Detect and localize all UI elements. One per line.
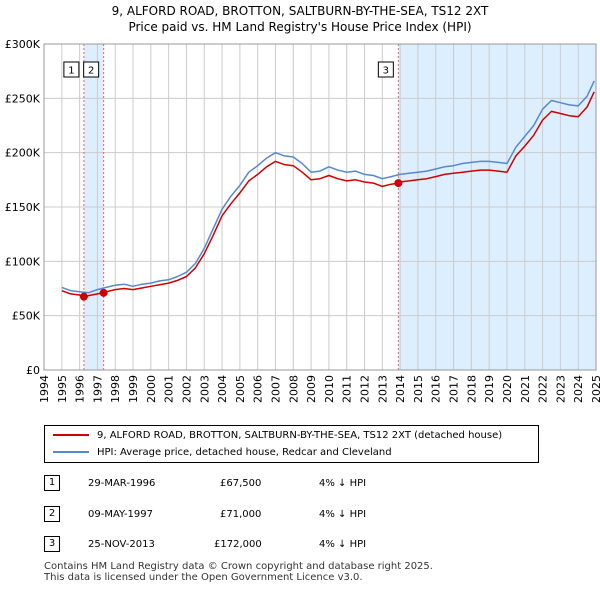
- x-tick-label: 2025: [590, 375, 600, 403]
- x-tick-label: 1994: [38, 375, 51, 403]
- x-tick-label: 1998: [109, 375, 122, 403]
- transaction-number: 1: [44, 475, 60, 491]
- x-tick-label: 2010: [323, 375, 336, 403]
- transaction-price: £67,500: [220, 478, 262, 489]
- x-tick-label: 1997: [91, 375, 104, 403]
- legend-label-price: 9, ALFORD ROAD, BROTTON, SALTBURN-BY-THE…: [97, 430, 503, 441]
- sale-label-box: [377, 61, 394, 78]
- transaction-hpi: 4% ↓ HPI: [319, 478, 367, 489]
- x-tick-label: 2022: [537, 375, 550, 403]
- sale-point: [79, 292, 88, 301]
- x-tick-label: 2007: [269, 375, 282, 403]
- x-tick-label: 1995: [56, 375, 69, 403]
- footer-copyright: Contains HM Land Registry data © Crown c…: [44, 561, 433, 572]
- y-tick-label: £50K: [12, 310, 41, 323]
- legend-label-hpi: HPI: Average price, detached house, Redc…: [97, 447, 392, 458]
- legend-swatch-hpi: [53, 451, 89, 453]
- transaction-date: 29-MAR-1996: [88, 478, 156, 489]
- sale-label-box: [63, 61, 80, 78]
- transaction-number: 2: [44, 506, 60, 522]
- price-paid-line: [61, 91, 595, 298]
- transaction-date: 09-MAY-1997: [88, 509, 154, 520]
- plot-frame: [43, 43, 597, 371]
- chart-title-address: 9, ALFORD ROAD, BROTTON, SALTBURN-BY-THE…: [111, 4, 489, 18]
- x-tick-label: 2015: [412, 375, 425, 403]
- x-tick-label: 2012: [359, 375, 372, 403]
- x-tick-label: 2000: [145, 375, 158, 403]
- price-chart: 1 2 3 £0 £50K £100K £150K £200K £250K £300K 1994 1…: [5, 38, 600, 403]
- transaction-price: £71,000: [220, 509, 262, 520]
- sale-label: 2: [88, 66, 94, 77]
- x-tick-label: 2009: [305, 375, 318, 403]
- footer: Contains HM Land Registry data © Crown c…: [44, 561, 433, 583]
- sale-label: 3: [383, 66, 389, 77]
- transaction-date: 25-NOV-2013: [88, 539, 155, 550]
- x-tick-label: 2006: [252, 375, 265, 403]
- sale-label-box: [83, 61, 100, 78]
- x-tick-label: 2001: [163, 375, 176, 403]
- hpi-line: [61, 80, 595, 294]
- x-tick-label: 2016: [430, 375, 443, 403]
- transaction-price: £172,000: [214, 539, 262, 550]
- chart-subtitle: Price paid vs. HM Land Registry's House …: [128, 20, 472, 34]
- x-tick-label: 2017: [448, 375, 461, 403]
- footer-licence: This data is licensed under the Open Gov…: [44, 572, 363, 583]
- x-tick-label: 2023: [554, 375, 567, 403]
- legend-swatch-price: [53, 434, 89, 436]
- x-tick-label: 2008: [287, 375, 300, 403]
- transaction-hpi: 4% ↓ HPI: [319, 509, 367, 520]
- x-tick-label: 2002: [180, 375, 193, 403]
- x-tick-label: 2005: [234, 375, 247, 403]
- legend: 9, ALFORD ROAD, BROTTON, SALTBURN-BY-THE…: [44, 425, 539, 463]
- x-tick-label: 2004: [216, 375, 229, 403]
- x-tick-label: 2021: [519, 375, 532, 403]
- x-tick-label: 2019: [483, 375, 496, 403]
- legend-item-hpi: HPI: Average price, detached house, Redc…: [53, 445, 392, 461]
- y-tick-label: £250K: [5, 92, 41, 105]
- x-tick-label: 2020: [501, 375, 514, 403]
- x-tick-label: 1996: [74, 375, 87, 403]
- x-tick-label: 1999: [127, 375, 140, 403]
- y-tick-label: £200K: [5, 147, 41, 160]
- sale-point: [394, 179, 403, 188]
- transaction-hpi: 4% ↓ HPI: [319, 539, 367, 550]
- x-tick-label: 2014: [394, 375, 407, 403]
- x-tick-label: 2013: [376, 375, 389, 403]
- y-tick-label: £0: [26, 364, 40, 377]
- legend-item-price: 9, ALFORD ROAD, BROTTON, SALTBURN-BY-THE…: [53, 428, 502, 444]
- x-tick-label: 2011: [341, 375, 354, 403]
- sale-point: [99, 288, 108, 297]
- transaction-number: 3: [44, 536, 60, 552]
- y-tick-label: £300K: [5, 38, 41, 51]
- x-tick-label: 2018: [465, 375, 478, 403]
- x-tick-label: 2003: [198, 375, 211, 403]
- x-tick-label: 2024: [572, 375, 585, 403]
- sale-label: 1: [68, 66, 74, 77]
- y-tick-label: £150K: [5, 201, 41, 214]
- y-tick-label: £100K: [5, 255, 41, 268]
